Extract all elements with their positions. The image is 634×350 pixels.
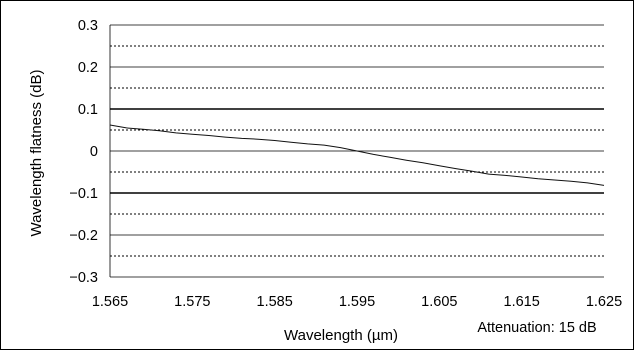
x-axis-label: Wavelength (µm) — [284, 327, 398, 344]
y-tick-label: −0.3 — [69, 270, 98, 286]
x-tick-labels: 1.565 1.575 1.585 1.595 1.605 1.615 1.625 — [92, 294, 622, 310]
y-tick-labels: 0.3 0.2 0.1 0 −0.1 −0.2 −0.3 — [69, 18, 98, 286]
x-tick-label: 1.565 — [92, 294, 128, 310]
y-tick-label: 0.1 — [78, 102, 98, 118]
y-tick-label: 0.2 — [78, 60, 98, 76]
x-tick-label: 1.595 — [339, 294, 375, 310]
y-axis-label: Wavelength flatness (dB) — [28, 69, 45, 236]
x-tick-label: 1.605 — [421, 294, 457, 310]
y-tick-label: 0.3 — [78, 18, 98, 34]
x-tick-label: 1.585 — [257, 294, 293, 310]
x-tick-label: 1.615 — [504, 294, 540, 310]
attenuation-annotation: Attenuation: 15 dB — [477, 320, 596, 336]
x-tick-label: 1.625 — [586, 294, 622, 310]
series-line-0 — [109, 124, 605, 186]
grid — [109, 24, 604, 278]
x-tick-label: 1.575 — [174, 294, 210, 310]
y-tick-label: 0 — [90, 144, 98, 160]
series-group — [109, 124, 605, 186]
y-tick-label: −0.2 — [69, 228, 98, 244]
y-tick-label: −0.1 — [69, 186, 98, 202]
